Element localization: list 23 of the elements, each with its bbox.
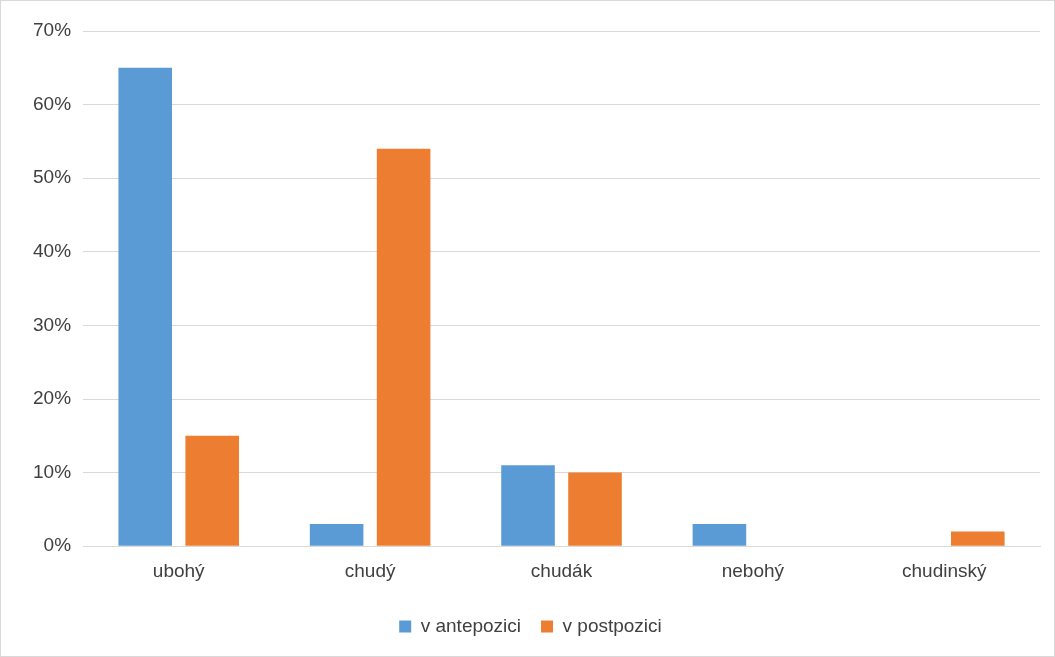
- y-tick-label: 60%: [33, 92, 72, 114]
- bar: [501, 465, 555, 546]
- x-tick-label: ubohý: [152, 559, 206, 581]
- legend-label: v antepozici: [420, 614, 522, 636]
- bar: [692, 524, 747, 546]
- y-tick-label: 10%: [33, 460, 72, 482]
- bar: [118, 67, 173, 546]
- y-tick-label: 70%: [33, 19, 72, 41]
- y-tick-label: 30%: [33, 313, 72, 335]
- bar: [185, 435, 240, 546]
- bar: [376, 148, 431, 546]
- x-tick-label: chudý: [344, 559, 396, 581]
- y-tick-label: 0%: [43, 534, 72, 556]
- bar: [951, 531, 1005, 546]
- x-tick-label: chudinský: [902, 559, 988, 581]
- x-tick-label: nebohý: [721, 559, 785, 581]
- x-tick-label: chudák: [530, 559, 593, 581]
- bar: [309, 524, 364, 546]
- bar: [568, 472, 622, 546]
- legend-label: v postpozici: [562, 614, 662, 636]
- y-tick-label: 40%: [33, 240, 72, 262]
- y-tick-label: 50%: [33, 166, 72, 188]
- y-tick-label: 20%: [33, 387, 72, 409]
